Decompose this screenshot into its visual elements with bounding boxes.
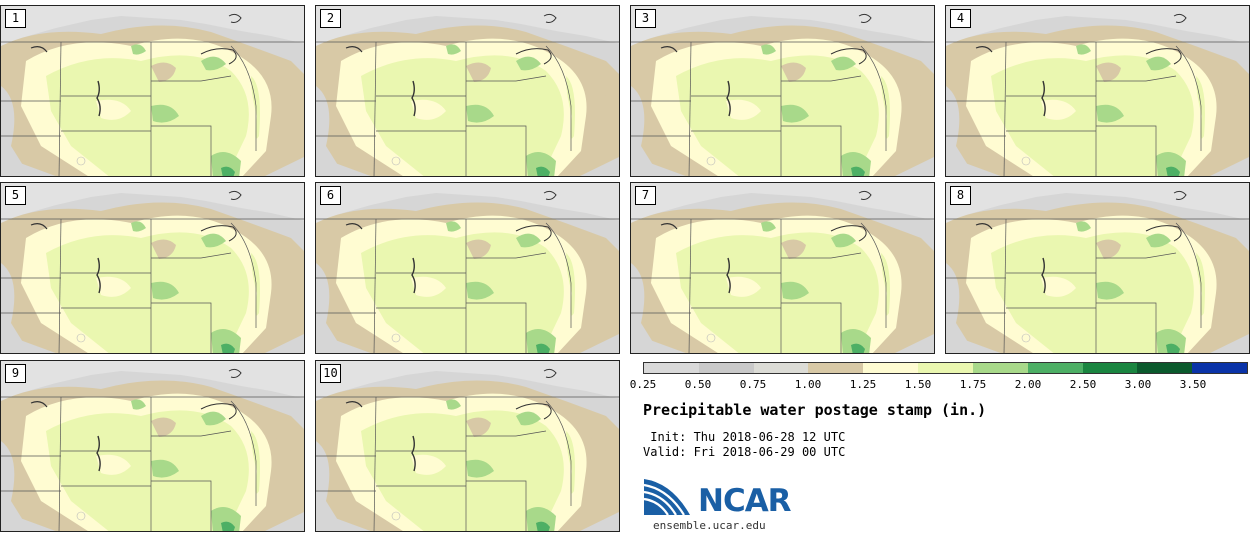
map-panel-3: 3 [630, 5, 935, 177]
map-image [946, 6, 1249, 176]
map-panel-6: 6 [315, 182, 620, 354]
map-panel-5: 5 [0, 182, 305, 354]
panel-number: 2 [320, 9, 341, 28]
legend-swatch [1082, 363, 1138, 373]
legend-tick: 3.50 [1179, 378, 1207, 391]
legend-swatch [698, 363, 754, 373]
legend-tick: 2.00 [1014, 378, 1042, 391]
color-legend-ticks: 0.25 0.50 0.75 1.00 1.25 1.50 1.75 2.00 2.50 3.00… [630, 378, 1260, 392]
legend-tick: 0.75 [739, 378, 767, 391]
init-time: Init: Thu 2018-06-28 12 UTC [643, 430, 846, 444]
legend-swatch [1192, 363, 1247, 373]
legend-swatch [918, 363, 973, 373]
panel-number: 1 [5, 9, 26, 28]
map-image [1, 6, 304, 176]
map-image [316, 183, 619, 353]
map-panel-4: 4 [945, 5, 1250, 177]
map-image [1, 361, 304, 531]
map-image [631, 183, 934, 353]
map-image [631, 6, 934, 176]
legend-tick: 2.50 [1069, 378, 1097, 391]
legend-swatch [863, 363, 919, 373]
legend-tick: 1.25 [849, 378, 877, 391]
ncar-logo-icon [643, 479, 690, 516]
legend-swatch [1027, 363, 1083, 373]
legend-swatch [1137, 363, 1193, 373]
panel-number: 10 [320, 364, 341, 383]
logo-wordmark: NCAR [698, 483, 792, 519]
valid-time: Valid: Fri 2018-06-29 00 UTC [643, 445, 846, 459]
legend-tick: 0.50 [684, 378, 712, 391]
color-legend-bar [643, 362, 1248, 374]
map-image [316, 361, 619, 531]
map-panel-10: 10 [315, 360, 620, 532]
map-panel-7: 7 [630, 182, 935, 354]
legend-swatch [644, 363, 699, 373]
legend-swatch [753, 363, 809, 373]
map-image [316, 6, 619, 176]
map-panel-9: 9 [0, 360, 305, 532]
logo-url: ensemble.ucar.edu [653, 519, 766, 532]
legend-swatch [808, 363, 864, 373]
legend-tick: 1.50 [904, 378, 932, 391]
panel-number: 6 [320, 186, 341, 205]
legend-swatch [972, 363, 1028, 373]
legend-tick: 3.00 [1124, 378, 1152, 391]
map-image [1, 183, 304, 353]
legend-tick: 0.25 [629, 378, 657, 391]
map-panel-8: 8 [945, 182, 1250, 354]
panel-number: 3 [635, 9, 656, 28]
map-image [946, 183, 1249, 353]
panel-number: 5 [5, 186, 26, 205]
panel-number: 4 [950, 9, 971, 28]
map-panel-2: 2 [315, 5, 620, 177]
panel-number: 8 [950, 186, 971, 205]
panel-number: 7 [635, 186, 656, 205]
map-panel-1: 1 [0, 5, 305, 177]
legend-tick: 1.00 [794, 378, 822, 391]
legend-tick: 1.75 [959, 378, 987, 391]
panel-number: 9 [5, 364, 26, 383]
plot-title: Precipitable water postage stamp (in.) [643, 401, 987, 419]
